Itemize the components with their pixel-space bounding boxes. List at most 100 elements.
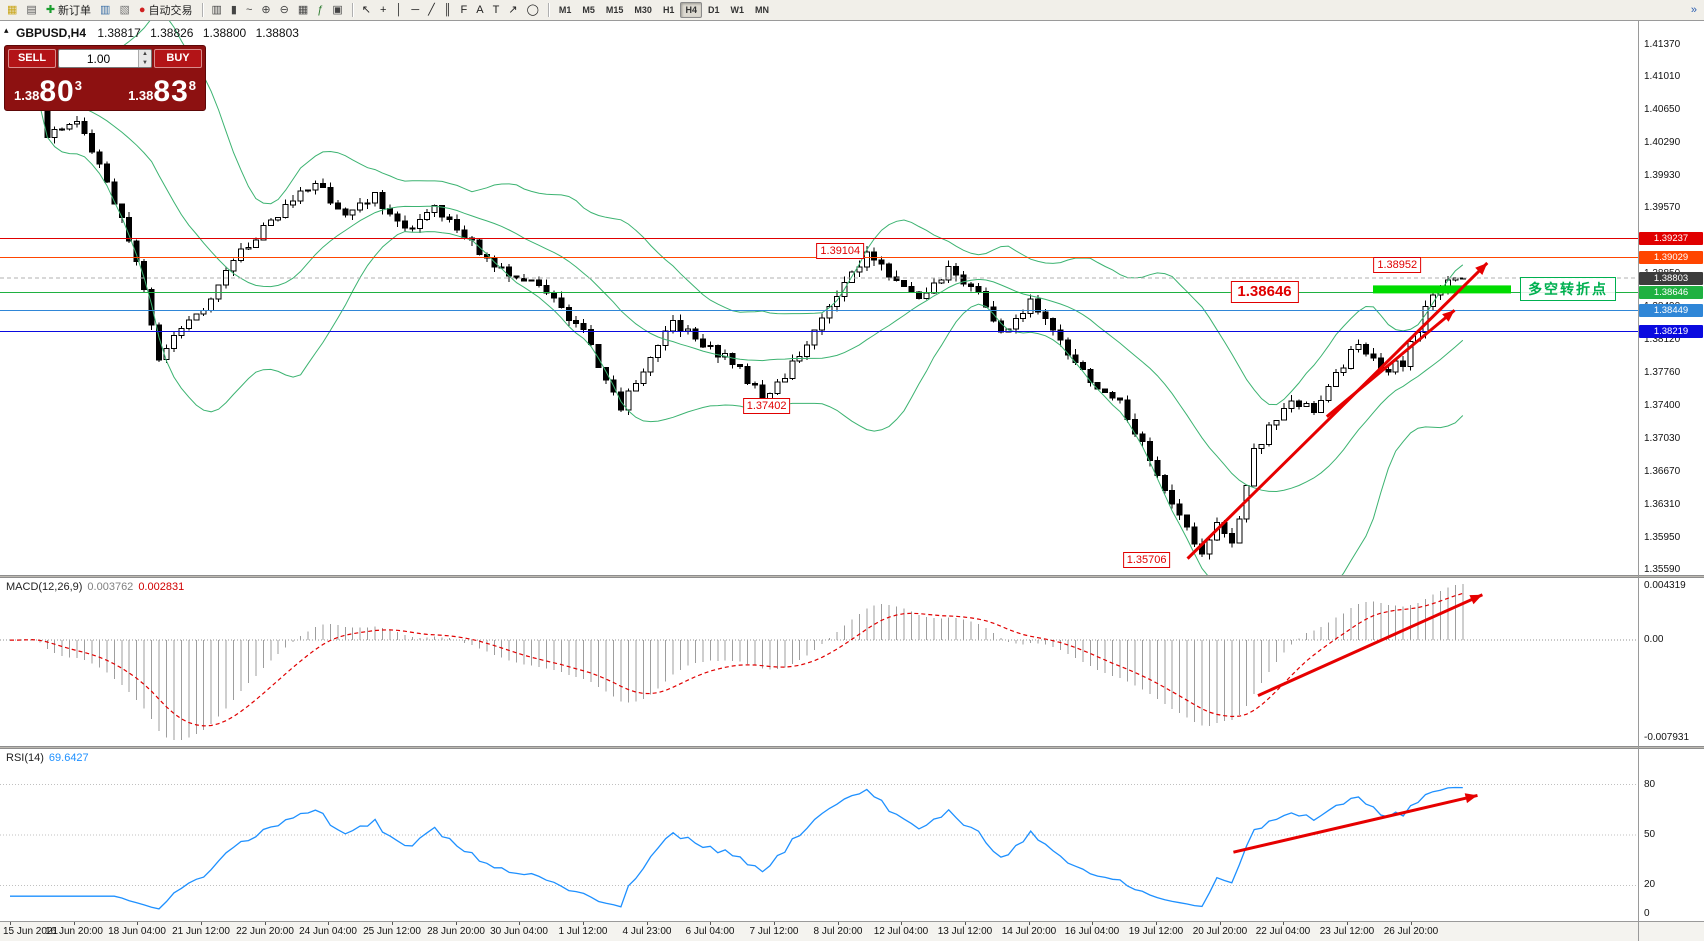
macd-surface[interactable] (0, 578, 1638, 746)
timeframe-m15-button[interactable]: M15 (605, 5, 624, 15)
label-tool-button[interactable]: T (489, 2, 504, 19)
macd-axis-zero: 0.00 (1644, 634, 1664, 646)
new-order-button-label: 新订单 (58, 5, 92, 17)
cursor-tool-button[interactable]: ↖ (358, 2, 375, 19)
timeframe-h1-button[interactable]: H1 (662, 5, 675, 15)
price-chart-surface[interactable] (0, 21, 1638, 575)
macd-label: MACD(12,26,9) 0.003762 0.002831 (6, 581, 184, 593)
timeframe-m5-button[interactable]: M5 (582, 5, 595, 15)
crosshair-tool-button[interactable]: + (376, 2, 390, 19)
time-tick (137, 922, 138, 925)
navigator-button[interactable]: ▧ (115, 2, 133, 19)
rsi-axis-label: 0 (1644, 908, 1650, 919)
market-watch-button[interactable]: ▥ (96, 2, 114, 19)
channel-tool-button[interactable]: ║ (440, 2, 456, 19)
arrow-tool-button[interactable]: ↗ (504, 2, 521, 19)
zoom-in-button[interactable]: ⊕ (257, 2, 274, 19)
axis-separator-line (1638, 21, 1639, 941)
price-chart-panel[interactable]: ▴ GBPUSD,H4 1.38817 1.38826 1.38800 1.38… (0, 21, 1704, 575)
price-annotation[interactable]: 1.39104 (816, 242, 865, 259)
bid-price[interactable]: 1.38 80 3 (14, 76, 82, 108)
price-annotation[interactable]: 1.37402 (742, 397, 791, 414)
fibonacci-tool-button[interactable]: F (457, 2, 472, 19)
shapes-tool-button[interactable]: ◯ (523, 2, 543, 19)
volume-input[interactable] (59, 50, 138, 67)
price-annotation[interactable]: 1.38952 (1373, 256, 1422, 273)
collapse-trade-panel-icon[interactable]: ▴ (4, 25, 9, 35)
time-axis-label: 26 Jul 20:00 (1383, 926, 1439, 937)
price-annotation[interactable]: 1.35706 (1122, 551, 1171, 568)
rsi-surface[interactable] (0, 749, 1638, 921)
timeframe-m30-button[interactable]: M30 (634, 5, 652, 15)
autotrading-button[interactable]: ● 自动交易 (135, 2, 197, 19)
volume-down-icon[interactable]: ▼ (139, 58, 151, 67)
bar-chart-button[interactable]: ▥ (208, 2, 226, 19)
open-value: 1.38817 (97, 26, 141, 40)
tile-windows-button[interactable]: ▦ (294, 2, 312, 19)
toolbar-separator (201, 3, 203, 17)
rsi-axis-label: 20 (1644, 879, 1656, 891)
toolbar-overflow-icon[interactable]: » (1690, 4, 1697, 16)
volume-field[interactable]: ▲ ▼ (58, 49, 152, 68)
line-chart-button[interactable]: ~ (242, 2, 256, 19)
time-axis-label: 18 Jun 04:00 (108, 926, 166, 937)
toolbar-separator (547, 3, 549, 17)
crosshair-tool-icon: + (380, 3, 387, 16)
time-tick (965, 922, 966, 925)
macd-panel[interactable]: MACD(12,26,9) 0.003762 0.002831 0.004319 0.… (0, 578, 1704, 746)
rsi-value: 69.6427 (48, 752, 89, 764)
zoom-out-button[interactable]: ⊖ (276, 2, 293, 19)
timeframe-mn-button[interactable]: MN (754, 5, 769, 15)
new-order-button[interactable]: ✚ 新订单 (42, 2, 95, 19)
time-tick (901, 922, 902, 925)
rsi-axis-label: 50 (1644, 829, 1656, 840)
panel-separator[interactable] (0, 575, 1704, 578)
templates-button[interactable]: ▣ (328, 2, 346, 19)
panel-separator[interactable] (0, 746, 1704, 749)
new-chart-icon-button[interactable]: ▦ (3, 2, 21, 19)
time-axis-label: 23 Jul 12:00 (1319, 926, 1375, 937)
price-axis-label: 1.41370 (1644, 38, 1681, 50)
price-tag: 1.38219 (1639, 324, 1703, 338)
ask-pip-digit: 8 (188, 78, 196, 93)
time-tick (328, 922, 329, 925)
pivot-point-label[interactable]: 多空转折点 (1520, 277, 1617, 302)
volume-spinners: ▲ ▼ (138, 50, 151, 67)
macd-main-value: 0.003762 (87, 581, 134, 593)
trendline-tool-button[interactable]: ╱ (424, 2, 439, 19)
rsi-panel[interactable]: RSI(14) 69.6427 80 50 20 0 (0, 749, 1704, 921)
time-axis-label: 4 Jul 23:00 (622, 926, 672, 937)
indicators-button[interactable]: ƒ (313, 2, 327, 19)
time-tick (265, 922, 266, 925)
sell-button[interactable]: SELL (8, 49, 56, 68)
candlestick-chart-button[interactable]: ▮ (227, 2, 241, 19)
volume-up-icon[interactable]: ▲ (139, 50, 151, 59)
ask-small-digits: 1.38 (128, 88, 154, 103)
vertical-line-tool-button[interactable]: │ (391, 2, 406, 19)
ask-price[interactable]: 1.38 83 8 (128, 76, 196, 108)
line-chart-icon: ~ (245, 3, 253, 16)
time-axis-label: 8 Jul 20:00 (813, 926, 863, 937)
time-axis-label: 15 Jun 2021 (3, 926, 59, 937)
timeframe-w1-button[interactable]: W1 (730, 5, 744, 15)
time-tick (74, 922, 75, 925)
timeframe-h4-button[interactable]: H4 (680, 2, 702, 18)
fibonacci-tool-icon: F (460, 3, 468, 16)
time-axis-label: 13 Jul 12:00 (937, 926, 993, 937)
price-annotation[interactable]: 1.38646 (1230, 281, 1299, 304)
price-axis-label: 1.40650 (1644, 104, 1681, 116)
time-tick (647, 922, 648, 925)
buy-button[interactable]: BUY (154, 49, 202, 68)
profiles-button[interactable]: ▤ (22, 2, 40, 19)
price-tag: 1.38449 (1639, 303, 1703, 317)
time-axis[interactable]: 15 Jun 2021 16 Jun 20:00 18 Jun 04:00 21 Ju… (0, 921, 1704, 941)
market-watch-icon: ▥ (100, 3, 111, 16)
time-tick (1220, 922, 1221, 925)
text-tool-button[interactable]: A (472, 2, 487, 19)
rsi-axis-label: 80 (1644, 778, 1656, 790)
timeframe-m1-button[interactable]: M1 (558, 5, 572, 15)
timeframe-d1-button[interactable]: D1 (707, 5, 720, 15)
horizontal-line-tool-button[interactable]: ─ (407, 2, 423, 19)
symbol-period-label: GBPUSD,H4 (16, 26, 87, 40)
